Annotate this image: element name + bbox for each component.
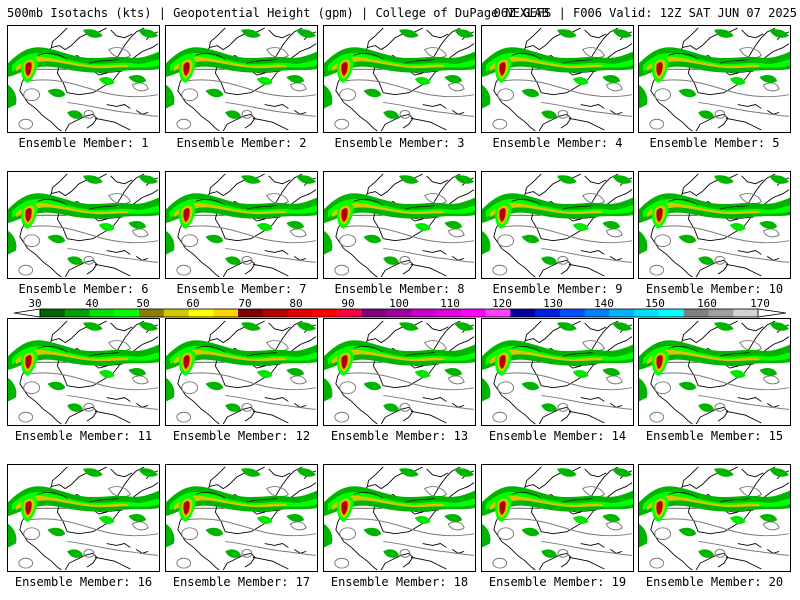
colorbar-segment [114, 309, 140, 317]
colorbar-tick-label: 60 [186, 297, 199, 310]
ensemble-member-map-19 [481, 464, 634, 572]
ensemble-member-map-11 [7, 318, 160, 426]
header-run-info: 06Z GEFS | F006 Valid: 12Z SAT JUN 07 20… [493, 6, 797, 20]
colorbar-segment [188, 309, 214, 317]
colorbar-segment [337, 309, 363, 317]
ensemble-member-label-3: Ensemble Member: 3 [334, 136, 465, 150]
map-header: 500mb Isotachs (kts) | Geopotential Heig… [7, 5, 797, 21]
ensemble-member-map-1 [7, 25, 160, 133]
colorbar-tick-label: 140 [594, 297, 614, 310]
colorbar-segment [708, 309, 734, 317]
ensemble-member-label-14: Ensemble Member: 14 [488, 429, 627, 443]
ensemble-member-label-8: Ensemble Member: 8 [334, 282, 465, 296]
colorbar-segment [460, 309, 486, 317]
ensemble-member-map-6 [7, 171, 160, 279]
ensemble-member-label-18: Ensemble Member: 18 [330, 575, 469, 589]
colorbar-tick-label: 100 [389, 297, 409, 310]
ensemble-member-map-14 [481, 318, 634, 426]
ensemble-member-label-20: Ensemble Member: 20 [645, 575, 784, 589]
wind-speed-colorbar: 30 40 50 60 70 80 90 100 110 120 130 140 150 160 170 [13, 297, 787, 318]
ensemble-member-map-18 [323, 464, 476, 572]
colorbar-frame [39, 308, 759, 318]
ensemble-member-label-15: Ensemble Member: 15 [645, 429, 784, 443]
ensemble-member-map-8 [323, 171, 476, 279]
colorbar-tick-label: 170 [750, 297, 770, 310]
colorbar-segment [683, 309, 709, 317]
colorbar-tick-label: 160 [697, 297, 717, 310]
colorbar-tick-label: 30 [28, 297, 41, 310]
colorbar-segment [584, 309, 610, 317]
colorbar-segment [89, 309, 115, 317]
colorbar-left-arrow [13, 308, 41, 318]
ensemble-member-label-19: Ensemble Member: 19 [488, 575, 627, 589]
colorbar-right-arrow [757, 308, 787, 318]
colorbar-segment [411, 309, 437, 317]
ensemble-member-label-2: Ensemble Member: 2 [176, 136, 307, 150]
ensemble-member-map-15 [638, 318, 791, 426]
ensemble-member-label-1: Ensemble Member: 1 [18, 136, 149, 150]
colorbar-segment [634, 309, 660, 317]
ensemble-member-label-11: Ensemble Member: 11 [14, 429, 153, 443]
ensemble-member-label-7: Ensemble Member: 7 [176, 282, 307, 296]
ensemble-member-label-10: Ensemble Member: 10 [645, 282, 784, 296]
ensemble-member-map-10 [638, 171, 791, 279]
colorbar-segment [386, 309, 412, 317]
ensemble-member-map-7 [165, 171, 318, 279]
colorbar-segment [535, 309, 561, 317]
header-title: 500mb Isotachs (kts) | Geopotential Heig… [7, 6, 549, 20]
colorbar-tick-label: 150 [645, 297, 665, 310]
colorbar-tick-label: 40 [85, 297, 98, 310]
ensemble-member-map-16 [7, 464, 160, 572]
colorbar-segment [733, 309, 759, 317]
ensemble-member-label-9: Ensemble Member: 9 [492, 282, 623, 296]
ensemble-member-map-20 [638, 464, 791, 572]
colorbar-segment [262, 309, 288, 317]
ensemble-member-label-16: Ensemble Member: 16 [14, 575, 153, 589]
colorbar-segment [510, 309, 536, 317]
ensemble-member-map-3 [323, 25, 476, 133]
colorbar-segment [40, 309, 66, 317]
ensemble-member-label-12: Ensemble Member: 12 [172, 429, 311, 443]
colorbar-segment [361, 309, 387, 317]
colorbar-tick-label: 90 [341, 297, 354, 310]
colorbar-tick-label: 70 [238, 297, 251, 310]
colorbar-segment [238, 309, 264, 317]
colorbar-segment [609, 309, 635, 317]
ensemble-member-map-5 [638, 25, 791, 133]
ensemble-member-label-5: Ensemble Member: 5 [649, 136, 780, 150]
colorbar-tick-label: 110 [440, 297, 460, 310]
colorbar-segment [64, 309, 90, 317]
colorbar-segment [312, 309, 338, 317]
ensemble-member-map-13 [323, 318, 476, 426]
ensemble-member-map-2 [165, 25, 318, 133]
colorbar-segment [485, 309, 511, 317]
colorbar-segment [287, 309, 313, 317]
colorbar-tick-label: 80 [289, 297, 302, 310]
colorbar-segment [559, 309, 585, 317]
ensemble-member-label-13: Ensemble Member: 13 [330, 429, 469, 443]
colorbar-segment [436, 309, 462, 317]
ensemble-member-map-9 [481, 171, 634, 279]
colorbar-tick-label: 130 [543, 297, 563, 310]
colorbar-segment [213, 309, 239, 317]
ensemble-member-map-12 [165, 318, 318, 426]
colorbar-segment [139, 309, 165, 317]
ensemble-member-label-17: Ensemble Member: 17 [172, 575, 311, 589]
ensemble-member-label-6: Ensemble Member: 6 [18, 282, 149, 296]
colorbar-tick-label: 50 [136, 297, 149, 310]
colorbar-tick-label: 120 [492, 297, 512, 310]
colorbar-segment [658, 309, 685, 317]
ensemble-member-map-17 [165, 464, 318, 572]
ensemble-member-label-4: Ensemble Member: 4 [492, 136, 623, 150]
colorbar-segment [163, 309, 189, 317]
ensemble-member-map-4 [481, 25, 634, 133]
